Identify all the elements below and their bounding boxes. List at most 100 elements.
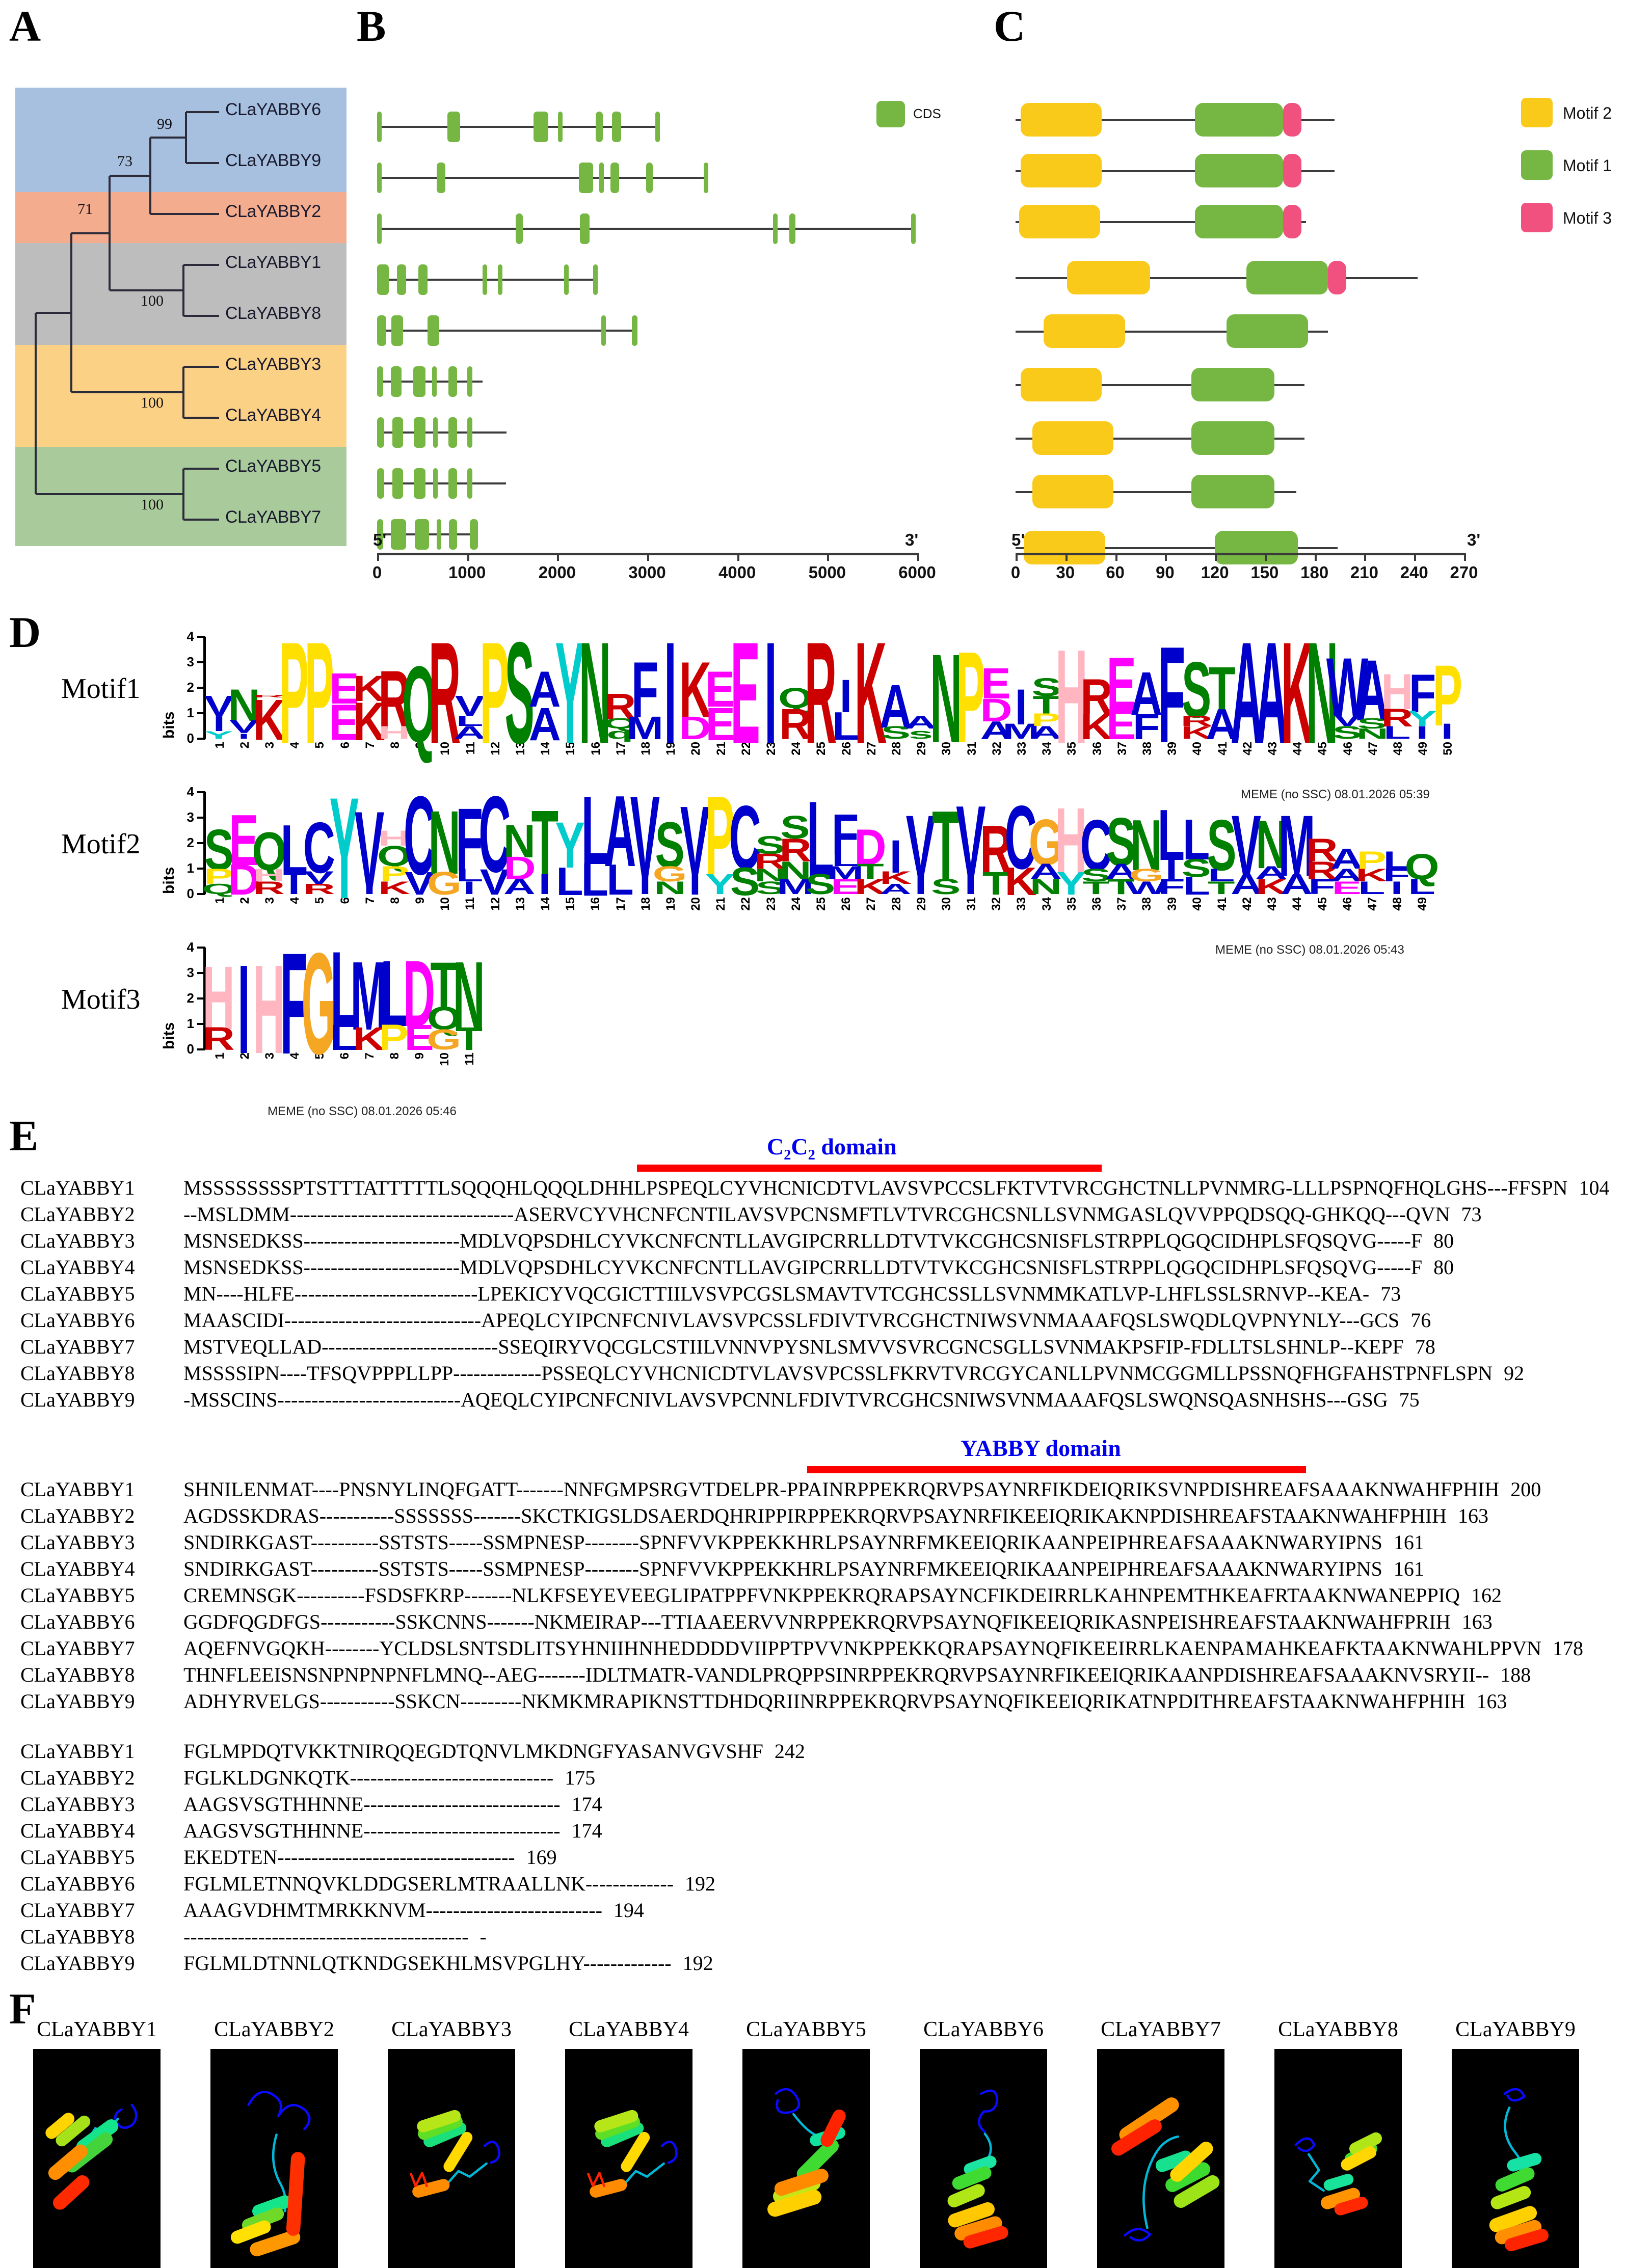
- logo-letter: V: [304, 868, 334, 888]
- logo-letter: R: [253, 694, 285, 698]
- logo-letter: N: [452, 941, 485, 1050]
- logo-position-label: 48: [1391, 742, 1405, 755]
- logo-letter: H: [203, 947, 235, 1048]
- logo-letter: F: [1308, 875, 1336, 899]
- gene-axis-tick: [557, 553, 559, 561]
- motif-block-1: [1246, 261, 1328, 294]
- logo-letter: V: [905, 798, 936, 895]
- protein-track-clayabby8: [1011, 308, 1490, 355]
- logo-yaxis-line: [203, 948, 206, 1049]
- logo-ytick: [197, 817, 205, 819]
- alignment-row-position: 200: [1510, 1478, 1541, 1501]
- logo-letter: F: [1383, 865, 1410, 885]
- sequence-alignment: C2C2 domain CLaYABBY1 MSSSSSSSSPTSTTTATTTT…: [20, 1133, 1641, 2001]
- ribbon-diagram: [947, 2089, 1008, 2249]
- alignment-row-position: 163: [1476, 1690, 1507, 1713]
- alignment-row-name: CLaYABBY9: [20, 1388, 135, 1411]
- cds-segment: [377, 468, 385, 499]
- logo-position-label: 13: [513, 897, 527, 911]
- ribbon-diagram: [587, 2110, 678, 2198]
- logo-position-label: 48: [1391, 897, 1405, 911]
- logo-letter: I: [914, 869, 927, 901]
- alignment-row-position: 163: [1461, 1610, 1493, 1633]
- motif-block-1: [1195, 103, 1283, 137]
- alignment-row-position: 174: [571, 1819, 602, 1842]
- logo-position-label: 29: [915, 742, 929, 755]
- ribbon-diagram: [1489, 2088, 1549, 2252]
- alignment-row: CLaYABBY7 AAAGVDHMTMRKKNVM---------------…: [20, 1898, 1641, 1925]
- alignment-row-sequence: THNFLEEISNSNPNPNPNFLMNQ--AEG-------IDLTM…: [183, 1663, 1489, 1686]
- logo-ytick-label: 3: [186, 654, 194, 669]
- logo-column: I: [658, 621, 683, 766]
- legend-label-motif-3: Motif 3: [1563, 209, 1612, 227]
- motif-block-3: [1283, 205, 1301, 238]
- protein-backbone-line: [1016, 119, 1335, 121]
- logo-position-label: 45: [1315, 897, 1329, 911]
- alignment-row-name: CLaYABBY6: [20, 1309, 135, 1332]
- tree-tip-clayabby4: CLaYABBY4: [225, 406, 321, 425]
- alignment-row-name: CLaYABBY2: [20, 1203, 135, 1226]
- structure-title: CLaYABBY8: [1278, 2018, 1398, 2041]
- gene-axis-tick-label: 3000: [628, 563, 666, 582]
- logo-letter: R: [253, 878, 285, 898]
- logo-position-label: 41: [1215, 897, 1229, 911]
- structure-title: CLaYABBY4: [569, 2018, 689, 2041]
- logo-letter: F: [1157, 875, 1185, 899]
- cds-segment: [432, 366, 437, 397]
- protein-axis-5prime-label: 5': [1011, 530, 1025, 549]
- logo-letter: A: [1030, 722, 1062, 743]
- alignment-row-name: CLaYABBY9: [20, 1690, 135, 1713]
- logo-column: Y: [329, 776, 359, 921]
- structure-render: [210, 2049, 338, 2268]
- legend-swatch-motif-3: [1521, 203, 1553, 232]
- structure-render: [1274, 2049, 1402, 2268]
- alignment-row-name: CLaYABBY4: [20, 1557, 135, 1580]
- logo-ytick: [197, 842, 205, 844]
- structure-title: CLaYABBY9: [1455, 2018, 1576, 2041]
- alignment-row: CLaYABBY1 FGLMPDQTVKKTNIRQQEGDTQNVLMKDNGF…: [20, 1739, 1641, 1766]
- cds-segment: [596, 112, 603, 142]
- protein-backbone-line: [1016, 170, 1335, 172]
- alignment-row-name: CLaYABBY3: [20, 1229, 135, 1252]
- panel-label-d: D: [9, 608, 41, 657]
- alignment-row-position: 80: [1433, 1229, 1454, 1252]
- alignment-block-1: C2C2 domain CLaYABBY1 MSSSSSSSSPTSTTTATTTT…: [20, 1133, 1641, 1414]
- logo-column: P: [279, 621, 309, 766]
- cds-segment: [467, 366, 473, 397]
- cds-segment: [773, 213, 778, 244]
- logo-letter: L: [1358, 878, 1385, 898]
- gene-backbone-line: [377, 330, 637, 332]
- logo-letter: A: [503, 875, 536, 899]
- alignment-row-position: 161: [1393, 1531, 1424, 1554]
- cds-segment: [413, 366, 426, 397]
- protein-axis-tick: [1065, 553, 1068, 561]
- gene-axis-tick: [647, 553, 649, 561]
- logo-letter: E: [730, 612, 760, 774]
- legend-label-cds: CDS: [913, 106, 941, 121]
- cds-segment: [377, 112, 382, 142]
- alignment-row-sequence: MN----HLFE---------------------------LPE…: [183, 1282, 1370, 1305]
- logo-letter: T: [1208, 878, 1235, 898]
- alignment-row-position: 163: [1458, 1504, 1489, 1527]
- alignment-row-sequence: SNDIRKGAST----------SSTSTS-----SSMPNESP-…: [183, 1557, 1382, 1580]
- logo-ytick-label: 2: [186, 835, 194, 850]
- logo-ytick: [197, 1048, 205, 1050]
- gene-axis-tick-label: 0: [372, 563, 382, 582]
- motif-block-2: [1067, 261, 1150, 294]
- logo-position-label: 11: [463, 742, 477, 755]
- alignment-row-name: CLaYABBY5: [20, 1846, 135, 1869]
- alignment-row-sequence: MSSSSSSSSPTSTTTATTTTTLSQQQHLQQQLDHHLPSPE…: [183, 1176, 1568, 1199]
- logo-letter: H: [253, 865, 285, 885]
- logo-ytick: [197, 687, 205, 689]
